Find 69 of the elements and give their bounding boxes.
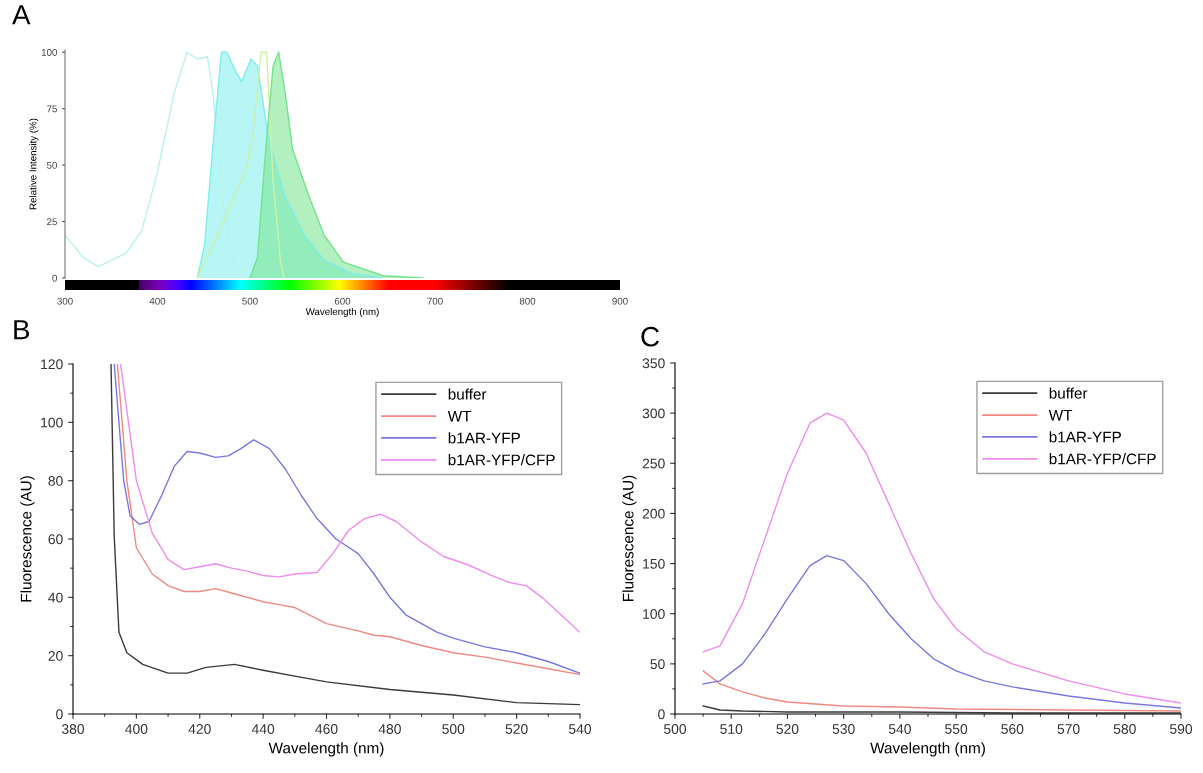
chart-title: A xyxy=(12,5,31,25)
x-tick-label: 800 xyxy=(519,297,536,305)
legend-label: WT xyxy=(447,410,472,422)
line-series xyxy=(702,554,1181,709)
x-axis-title: Wavelength (nm) xyxy=(305,307,379,317)
y-tick-label: 300 xyxy=(642,408,665,419)
y-tick-label: 25 xyxy=(47,218,57,226)
legend-label: b1AR-YFP xyxy=(448,432,520,444)
x-tick-label: 600 xyxy=(334,297,351,305)
line-series xyxy=(702,670,1181,712)
legend-label: buffer xyxy=(448,388,487,400)
y-tick-label: 75 xyxy=(47,105,57,113)
chart-title: C xyxy=(641,326,659,347)
x-tick-label: 520 xyxy=(776,724,799,734)
x-tick-label: 500 xyxy=(663,724,687,734)
x-tick-label: 540 xyxy=(888,724,911,734)
x-tick-label: 580 xyxy=(1113,724,1136,734)
x-tick-label: 590 xyxy=(1169,724,1193,734)
y-tick-label: 100 xyxy=(41,417,63,428)
y-tick-label: 350 xyxy=(642,358,665,369)
x-tick-label: 500 xyxy=(442,724,465,734)
line-series xyxy=(196,51,285,278)
y-tick-label: 50 xyxy=(46,161,57,169)
x-tick-label: 500 xyxy=(242,297,258,305)
x-tick-label: 520 xyxy=(505,724,528,734)
y-tick-label: 250 xyxy=(642,458,665,469)
x-tick-label: 380 xyxy=(61,724,85,734)
x-tick-label: 900 xyxy=(612,297,628,305)
x-tick-label: 460 xyxy=(315,724,338,734)
y-tick-label: 150 xyxy=(643,558,665,569)
x-tick-label: 440 xyxy=(251,724,275,734)
legend-label: buffer xyxy=(1049,387,1088,399)
y-tick-label: 0 xyxy=(52,274,57,282)
line-series xyxy=(702,705,1181,714)
x-tick-label: 480 xyxy=(378,724,401,734)
x-tick-label: 510 xyxy=(720,724,743,734)
legend-label: b1AR-YFP/CFP xyxy=(448,454,555,466)
x-axis-title: Wavelength (nm) xyxy=(268,742,384,757)
x-tick-label: 400 xyxy=(125,724,148,734)
legend-label: WT xyxy=(1048,409,1073,421)
x-tick-label: 420 xyxy=(188,724,211,734)
x-tick-label: 530 xyxy=(832,724,855,734)
y-tick-label: 20 xyxy=(48,651,63,661)
x-tick-label: 540 xyxy=(568,724,592,734)
x-axis-title: Wavelength (nm) xyxy=(870,742,985,757)
x-tick-label: 400 xyxy=(149,297,166,305)
y-tick-label: 120 xyxy=(41,359,63,370)
line-series xyxy=(65,51,243,278)
y-tick-label: 50 xyxy=(650,659,665,670)
y-axis-title: Fluorescence (AU) xyxy=(20,476,35,602)
chart-title: B xyxy=(14,320,30,340)
x-tick-label: 700 xyxy=(427,297,443,305)
y-tick-label: 40 xyxy=(48,592,63,603)
y-tick-label: 100 xyxy=(41,48,57,56)
y-tick-label: 0 xyxy=(658,709,665,720)
x-tick-label: 300 xyxy=(57,297,73,305)
y-axis-title: Fluorescence (AU) xyxy=(622,475,637,601)
line-series xyxy=(702,412,1181,704)
y-tick-label: 100 xyxy=(643,609,665,619)
x-tick-label: 560 xyxy=(1001,724,1024,734)
x-tick-label: 550 xyxy=(945,724,968,734)
legend-label: b1AR-YFP xyxy=(1049,431,1121,443)
y-tick-label: 60 xyxy=(48,534,63,545)
legend-label: b1AR-YFP/CFP xyxy=(1049,453,1156,465)
y-tick-label: 80 xyxy=(48,476,63,486)
y-axis-title: Relative Intensity (%) xyxy=(29,118,39,210)
y-tick-label: 0 xyxy=(56,709,63,720)
y-tick-label: 200 xyxy=(642,508,665,519)
x-tick-label: 570 xyxy=(1057,724,1080,734)
